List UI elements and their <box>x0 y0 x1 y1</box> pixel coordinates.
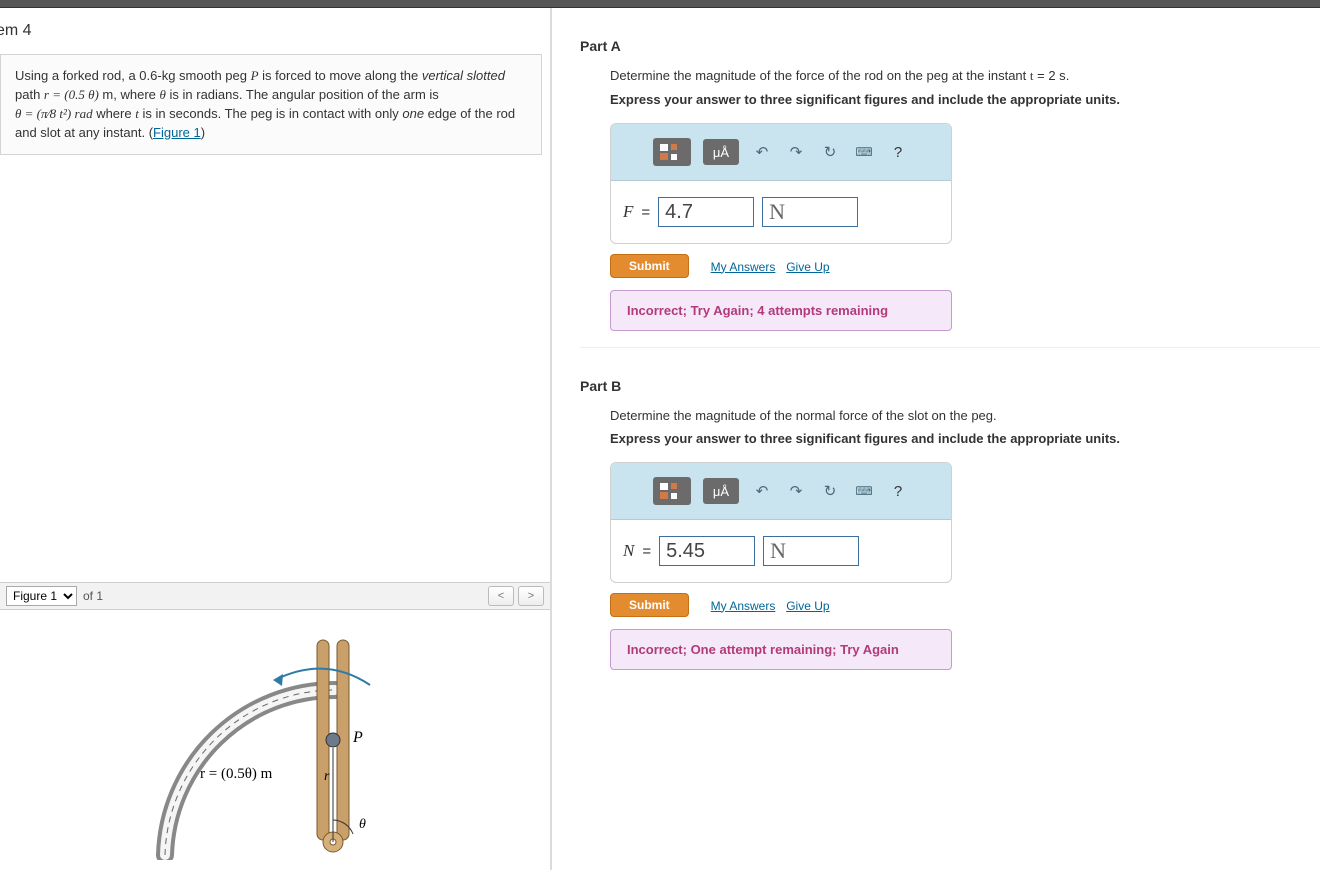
part-b: Part B Determine the magnitude of the no… <box>580 378 1320 670</box>
figure-prev-button[interactable]: < <box>488 586 514 606</box>
reset-button[interactable]: ↻ <box>819 480 841 502</box>
equals-sign: = <box>641 204 650 221</box>
answer-toolbar: μÅ ↶ ↷ ↻ ⌨ ? <box>611 124 951 181</box>
text: is in radians. The angular position of t… <box>166 87 439 102</box>
part-divider <box>580 347 1320 348</box>
figure-diagram: P r θ r = (0.5θ) m <box>125 620 425 860</box>
help-button[interactable]: ? <box>887 141 909 163</box>
undo-button[interactable]: ↶ <box>751 141 773 163</box>
units-button[interactable]: μÅ <box>703 478 739 504</box>
figure-next-button[interactable]: > <box>518 586 544 606</box>
help-button[interactable]: ? <box>887 480 909 502</box>
part-a: Part A Determine the magnitude of the fo… <box>580 38 1320 348</box>
part-b-prompt: Determine the magnitude of the normal fo… <box>610 408 1320 423</box>
reset-button[interactable]: ↻ <box>819 141 841 163</box>
part-a-answer-box: μÅ ↶ ↷ ↻ ⌨ ? F = <box>610 123 952 244</box>
window-topbar <box>0 0 1320 8</box>
part-b-giveup-link[interactable]: Give Up <box>786 599 829 613</box>
problem-statement: Using a forked rod, a 0.6-kg smooth peg … <box>0 54 542 155</box>
part-a-giveup-link[interactable]: Give Up <box>786 260 829 274</box>
part-b-answer-box: μÅ ↶ ↷ ↻ ⌨ ? N = <box>610 462 952 583</box>
redo-button[interactable]: ↷ <box>785 141 807 163</box>
figure-nav: < > <box>488 586 544 606</box>
part-b-myanswers-link[interactable]: My Answers <box>711 599 776 613</box>
part-a-var-label: F <box>623 202 633 222</box>
unit-m: m <box>99 87 113 102</box>
part-b-feedback: Incorrect; One attempt remaining; Try Ag… <box>610 629 952 670</box>
text: ) <box>201 125 205 140</box>
part-b-answer-row: N = <box>611 520 951 582</box>
text: , where <box>113 87 159 102</box>
left-column: em 4 Using a forked rod, a 0.6-kg smooth… <box>0 8 550 870</box>
label-r: r <box>324 769 330 784</box>
figure-count: of 1 <box>83 589 103 603</box>
redo-button[interactable]: ↷ <box>785 480 807 502</box>
keyboard-button[interactable]: ⌨ <box>853 141 875 163</box>
units-button[interactable]: μÅ <box>703 139 739 165</box>
part-a-feedback: Incorrect; Try Again; 4 attempts remaini… <box>610 290 952 331</box>
text: edge of the rod <box>424 106 515 121</box>
t-value: = 2 s <box>1034 68 1066 83</box>
answer-toolbar: μÅ ↶ ↷ ↻ ⌨ ? <box>611 463 951 520</box>
part-a-prompt: Determine the magnitude of the force of … <box>610 68 1320 84</box>
problem-title: em 4 <box>0 8 550 54</box>
text-italic: one <box>402 106 424 121</box>
part-a-submit-row: Submit My Answers Give Up <box>610 254 1320 278</box>
figure-select[interactable]: Figure 1 <box>6 586 77 606</box>
part-a-answer-row: F = <box>611 181 951 243</box>
templates-button[interactable] <box>653 138 691 166</box>
label-equation: r = (0.5θ) m <box>200 766 273 782</box>
figure-header: Figure 1 of 1 < > <box>0 582 550 610</box>
eq-theta: θ = (π⁄8 t²) rad <box>15 106 93 121</box>
part-b-title: Part B <box>580 378 1320 394</box>
label-theta: θ <box>359 817 366 832</box>
equals-sign: = <box>642 543 651 560</box>
unit-kg: kg <box>162 68 176 83</box>
text: Using a forked rod, a 0.6- <box>15 68 162 83</box>
part-b-instructions: Express your answer to three significant… <box>610 431 1320 446</box>
text: smooth peg <box>175 68 250 83</box>
text: is forced to move along the <box>259 68 422 83</box>
figure-link[interactable]: Figure 1 <box>153 125 201 140</box>
undo-button[interactable]: ↶ <box>751 480 773 502</box>
text: and slot at any instant. ( <box>15 125 153 140</box>
part-b-value-input[interactable] <box>659 536 755 566</box>
part-a-title: Part A <box>580 38 1320 54</box>
keyboard-button[interactable]: ⌨ <box>853 480 875 502</box>
part-a-unit-input[interactable] <box>762 197 858 227</box>
part-a-myanswers-link[interactable]: My Answers <box>711 260 776 274</box>
part-b-var-label: N <box>623 541 634 561</box>
part-b-submit-row: Submit My Answers Give Up <box>610 593 1320 617</box>
part-a-instructions: Express your answer to three significant… <box>610 92 1320 107</box>
figure-body: P r θ r = (0.5θ) m <box>0 610 550 870</box>
var-P: P <box>251 68 259 83</box>
label-P: P <box>352 729 363 746</box>
text: is in seconds. The peg is in contact wit… <box>139 106 403 121</box>
text: path <box>15 87 44 102</box>
text-italic: vertical slotted <box>422 68 505 83</box>
text: where <box>93 106 136 121</box>
right-column: Part A Determine the magnitude of the fo… <box>552 8 1320 870</box>
page: em 4 Using a forked rod, a 0.6-kg smooth… <box>0 8 1320 870</box>
part-b-unit-input[interactable] <box>763 536 859 566</box>
eq-r: r = (0.5 θ) <box>44 87 99 102</box>
templates-button[interactable] <box>653 477 691 505</box>
figure-panel: Figure 1 of 1 < > <box>0 582 550 870</box>
part-a-submit-button[interactable]: Submit <box>610 254 689 278</box>
part-a-value-input[interactable] <box>658 197 754 227</box>
part-b-submit-button[interactable]: Submit <box>610 593 689 617</box>
